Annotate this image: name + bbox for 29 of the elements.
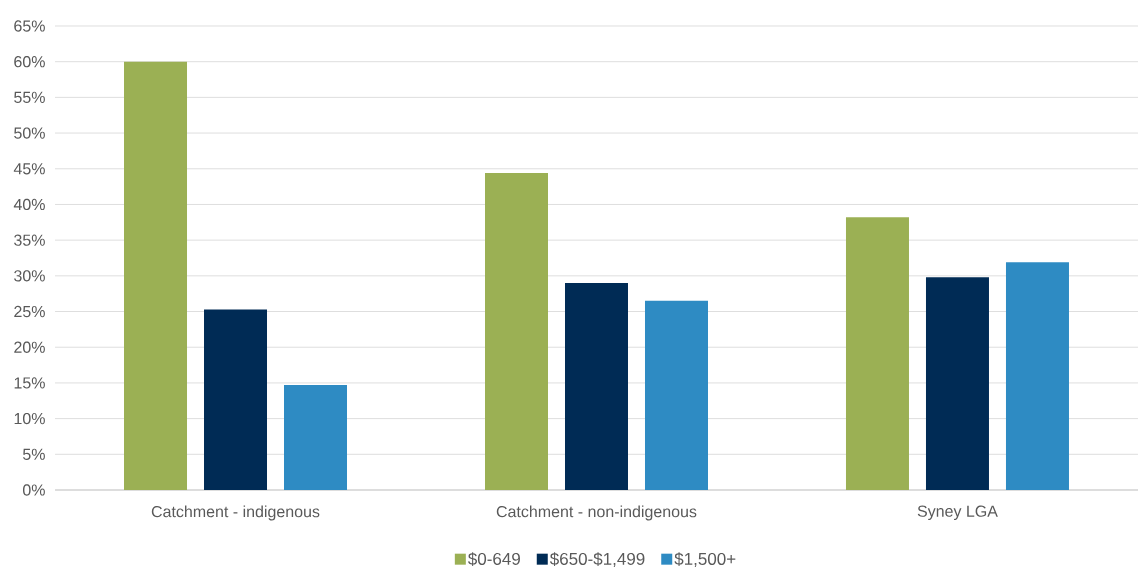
- bar: [565, 282, 628, 490]
- bar: [925, 277, 989, 490]
- bar: [124, 61, 188, 490]
- y-tick-label: 20%: [14, 341, 45, 353]
- x-tick-label: Syney LGA: [917, 505, 998, 521]
- x-tick-label: Catchment - indigenous: [151, 505, 320, 521]
- y-tick-label: 0%: [22, 484, 45, 496]
- y-tick-label: 40%: [13, 198, 45, 211]
- legend-label: $650-$1,499: [549, 552, 645, 567]
- y-tick-label: 15%: [14, 377, 45, 389]
- y-tick-label: 60%: [14, 56, 45, 68]
- bar: [204, 309, 268, 490]
- bar: [284, 385, 348, 490]
- y-tick-label: 45%: [13, 163, 45, 175]
- x-tick-label: Catchment - non-indigenous: [496, 505, 697, 521]
- y-tick-label: 30%: [14, 270, 45, 282]
- bar: [1005, 262, 1069, 490]
- bar: [845, 217, 909, 490]
- y-tick-label: 65%: [14, 20, 45, 32]
- y-tick-label: 50%: [14, 127, 45, 139]
- y-tick-label: 35%: [14, 234, 45, 246]
- y-tick-label: 55%: [14, 91, 45, 104]
- legend-label: $0-649: [468, 552, 520, 566]
- y-tick-label: 5%: [23, 448, 45, 460]
- bar: [644, 300, 708, 490]
- bar: [485, 173, 548, 490]
- y-tick-label: 10%: [14, 412, 45, 425]
- legend-label: $1,500+: [674, 552, 736, 567]
- y-tick-label: 25%: [14, 305, 45, 318]
